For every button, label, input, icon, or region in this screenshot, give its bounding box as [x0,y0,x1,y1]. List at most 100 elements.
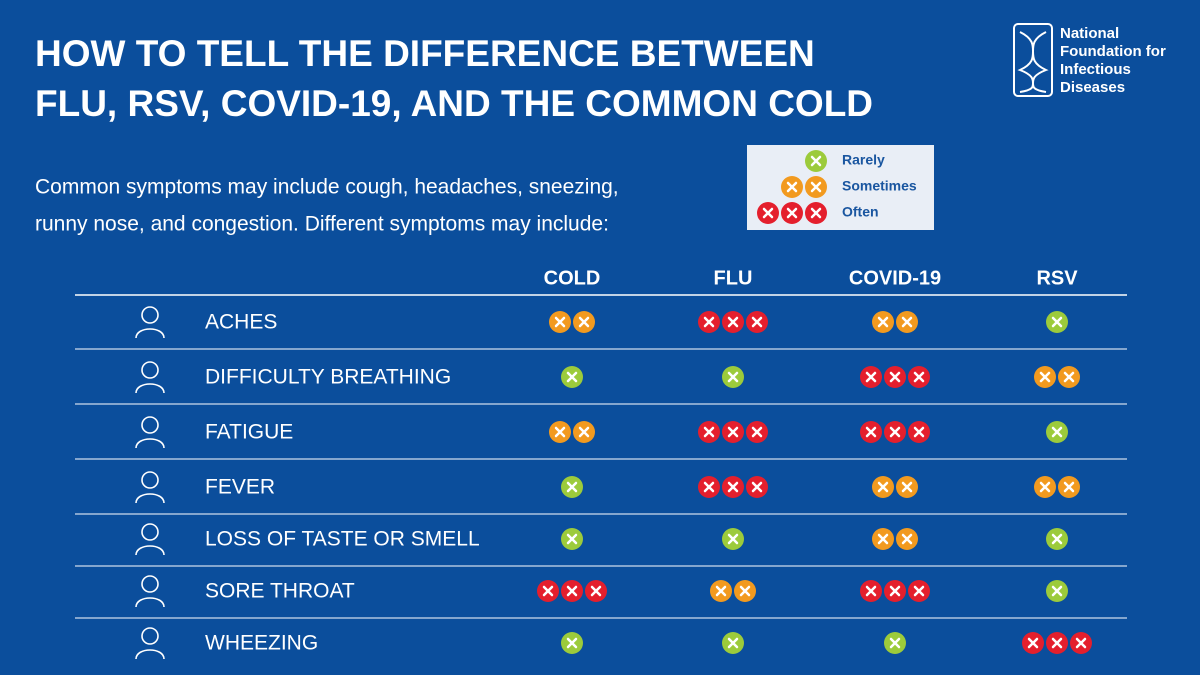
level-icon [698,421,720,443]
icon-x [810,207,822,219]
level-icon [872,311,894,333]
icon-x [578,426,590,438]
icon-x [913,426,925,438]
level-icon [805,150,827,172]
icon-x [1063,481,1075,493]
icon-x [1051,426,1063,438]
icon-x [590,585,602,597]
icon-body [135,493,165,504]
level-icon [561,580,583,602]
level-icon [872,528,894,550]
icon-x [751,426,763,438]
level-icon [722,632,744,654]
level-icon [561,632,583,654]
icon-x [1039,481,1051,493]
title-line: HOW TO TELL THE DIFFERENCE BETWEEN [35,33,815,74]
level-icon [884,580,906,602]
icon-x [566,371,578,383]
column-header: FLU [714,267,753,289]
icon-x [727,316,739,328]
symptom-icon [135,627,165,660]
level-icon [698,476,720,498]
subtitle-line: Common symptoms may include cough, heada… [35,176,619,199]
level-icon [805,176,827,198]
level-icon [872,476,894,498]
level-icon [734,580,756,602]
icon-x [1051,316,1063,328]
icon-x [554,426,566,438]
icon-x [578,316,590,328]
icon-x [889,371,901,383]
icon-x [727,371,739,383]
icon-x [1063,371,1075,383]
level-icon [746,421,768,443]
level-icon [746,311,768,333]
symptom-icon [135,416,165,449]
icon-x [865,585,877,597]
icon-x [703,316,715,328]
icon-x [913,585,925,597]
level-icon [722,311,744,333]
icon-x [762,207,774,219]
icon-head [141,361,159,379]
icon-head [141,627,159,645]
subtitle-line: runny nose, and congestion. Different sy… [35,213,609,236]
icon-body [135,597,165,608]
level-icon [860,421,882,443]
level-icon [561,528,583,550]
symptom-icon [135,471,165,504]
level-icon [860,580,882,602]
icon-x [727,481,739,493]
level-icon [884,421,906,443]
icon-body [135,649,165,660]
level-icon [573,421,595,443]
icon-body [135,545,165,556]
icon-x [554,316,566,328]
level-icon [781,176,803,198]
level-icon [1046,421,1068,443]
icon-x [889,426,901,438]
level-icon [908,580,930,602]
level-icon [1046,632,1068,654]
icon-x [877,316,889,328]
icon-x [1039,371,1051,383]
symptom-icon [135,361,165,394]
level-icon [860,366,882,388]
icon-x [751,316,763,328]
icon-x [703,426,715,438]
icon-body [135,328,165,339]
icon-x [1075,637,1087,649]
icon-x [865,426,877,438]
icon-x [566,481,578,493]
level-icon [805,202,827,224]
level-icon [896,528,918,550]
symptom-label: DIFFICULTY BREATHING [205,366,451,389]
icon-head [141,306,159,324]
level-icon [1070,632,1092,654]
icon-x [703,481,715,493]
level-icon [908,366,930,388]
symptom-label: WHEEZING [205,632,318,655]
symptom-label: LOSS OF TASTE OR SMELL [205,528,480,551]
icon-x [739,585,751,597]
icon-x [715,585,727,597]
level-icon [884,632,906,654]
level-icon [1034,366,1056,388]
level-icon [1058,476,1080,498]
icon-x [1051,533,1063,545]
level-icon [896,311,918,333]
legend-label: Sometimes [842,178,917,194]
icon-head [141,416,159,434]
icon-x [786,207,798,219]
logo [1013,23,1053,97]
level-icon [722,366,744,388]
icon-x [810,181,822,193]
legend-label: Rarely [842,152,885,168]
icon-x [901,316,913,328]
icon-x [727,637,739,649]
level-icon [573,311,595,333]
symptom-label: FEVER [205,476,275,499]
logo-text: Foundation for [1060,43,1166,60]
